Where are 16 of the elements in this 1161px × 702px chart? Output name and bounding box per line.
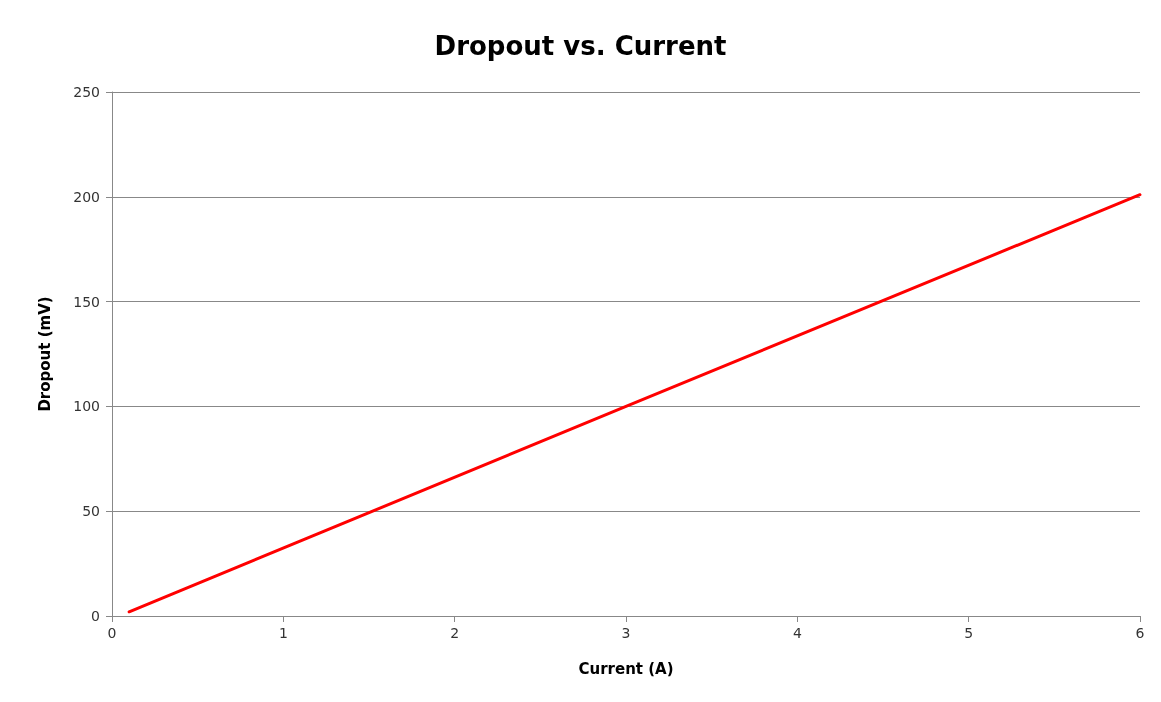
x-tick-label: 0 xyxy=(107,625,117,641)
y-tick-label: 100 xyxy=(73,398,100,415)
y-tick-label: 250 xyxy=(73,84,100,100)
x-tick-label: 6 xyxy=(1135,625,1145,641)
y-tick-label: 200 xyxy=(73,188,100,205)
x-tick-label: 2 xyxy=(450,625,460,641)
y-tick-label: 50 xyxy=(82,503,100,520)
y-axis-title: Dropout (mV) xyxy=(35,296,54,412)
chart-title: Dropout vs. Current xyxy=(434,31,727,61)
x-tick-label: 4 xyxy=(792,625,802,641)
x-tick-label: 5 xyxy=(964,625,974,641)
x-tick-label: 1 xyxy=(278,625,288,641)
y-tick-label: 0 xyxy=(91,608,100,624)
y-tick-label: 150 xyxy=(73,293,100,310)
x-tick-label: 3 xyxy=(621,625,631,641)
x-axis-title: Current (A) xyxy=(578,659,674,678)
